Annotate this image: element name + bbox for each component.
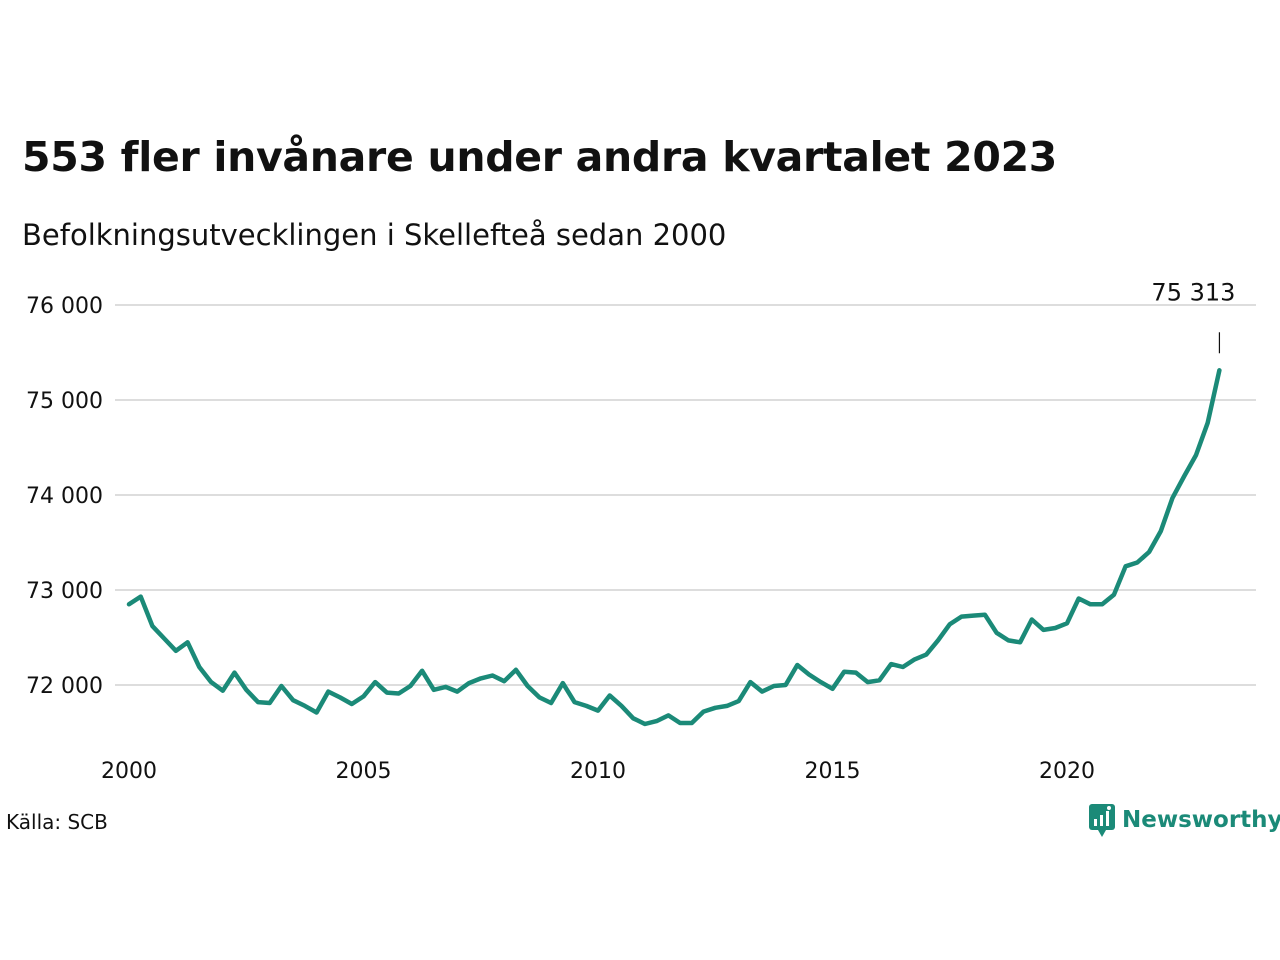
newsworthy-wordmark: Newsworthy <box>1122 807 1280 833</box>
annotation-last-value: 75 313 <box>1151 278 1235 306</box>
x-axis-ticks: 2000 2005 2010 2015 2020 <box>101 759 1095 784</box>
chart-title: 553 fler invånare under andra kvartalet … <box>22 133 1058 181</box>
y-tick-label: 73 000 <box>26 579 103 604</box>
x-tick-label: 2020 <box>1039 759 1095 784</box>
y-axis-ticks: 72 000 73 000 74 000 75 000 76 000 <box>26 294 103 699</box>
x-tick-label: 2010 <box>570 759 626 784</box>
newsworthy-logo-icon <box>1089 804 1115 837</box>
y-tick-label: 74 000 <box>26 484 103 509</box>
grid-lines <box>115 304 1256 686</box>
x-tick-label: 2005 <box>336 759 392 784</box>
y-tick-label: 75 000 <box>26 389 103 414</box>
chart-subtitle: Befolkningsutvecklingen i Skellefteå sed… <box>22 218 727 252</box>
population-series-line <box>126 368 1222 727</box>
y-tick-label: 72 000 <box>26 674 103 699</box>
x-tick-label: 2015 <box>805 759 861 784</box>
x-tick-label: 2000 <box>101 759 157 784</box>
newsworthy-logo: Newsworthy <box>1088 802 1280 838</box>
y-tick-label: 76 000 <box>26 294 103 319</box>
source-note: Källa: SCB <box>6 810 108 834</box>
